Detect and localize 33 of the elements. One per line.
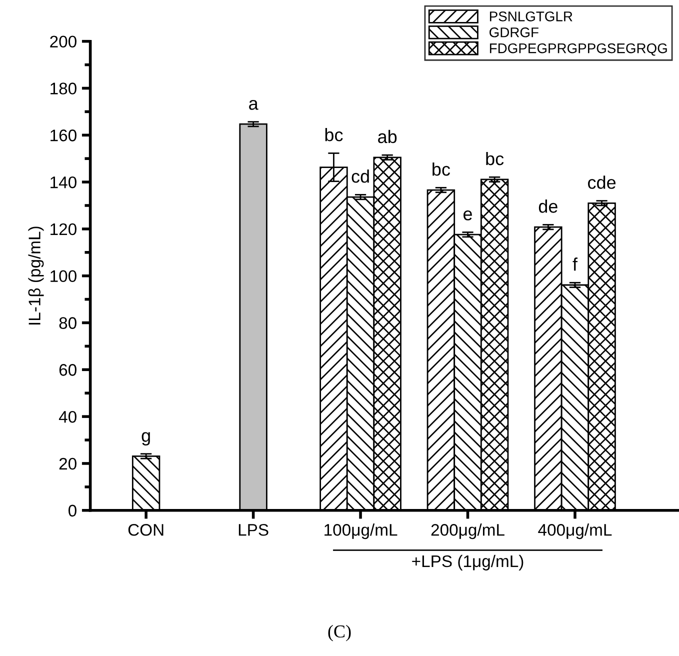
data-label: cd (352, 170, 369, 183)
data-label: bc (325, 128, 343, 142)
data-label: e (464, 210, 472, 220)
y-tick-label: 40 (58, 410, 76, 423)
y-axis-title: IL-1β (pg/mL) (28, 226, 44, 324)
y-tick-label: 20 (59, 458, 76, 470)
y-tick-label: 160 (50, 130, 76, 142)
y-tick-label: 140 (50, 176, 76, 188)
y-tick-label: 200 (50, 36, 76, 48)
y-tick-label: 180 (50, 82, 76, 94)
data-label: a (249, 100, 258, 110)
legend-label: PSNLGTGLR (490, 12, 572, 22)
legend-label: FDGPEGPRGPPGSEGRQG (490, 43, 667, 56)
x-tick-label: 200μg/mL (431, 524, 504, 540)
data-label: f (572, 258, 578, 271)
x-tick-label: LPS (238, 524, 268, 536)
data-label: cde (588, 176, 616, 189)
data-label: bc (486, 152, 504, 166)
x-tick-label: 400μg/mL (538, 524, 612, 540)
data-label: g (142, 432, 150, 446)
data-label: de (538, 200, 558, 213)
legend-label: GDRGF (490, 27, 538, 38)
y-tick-label: 100 (50, 270, 76, 282)
text: +LPS (1μg/mL) (412, 554, 524, 570)
y-tick-label: 80 (59, 317, 76, 329)
y-tick-label: 0 (68, 504, 76, 517)
x-tick-label: CON (128, 524, 164, 536)
y-tick-label: 60 (59, 364, 76, 376)
data-label: ab (378, 130, 397, 144)
y-tick-label: 120 (50, 223, 76, 236)
data-label: bc (432, 162, 450, 176)
x-tick-label: 100μg/mL (324, 524, 398, 540)
text: (C) (328, 624, 351, 642)
